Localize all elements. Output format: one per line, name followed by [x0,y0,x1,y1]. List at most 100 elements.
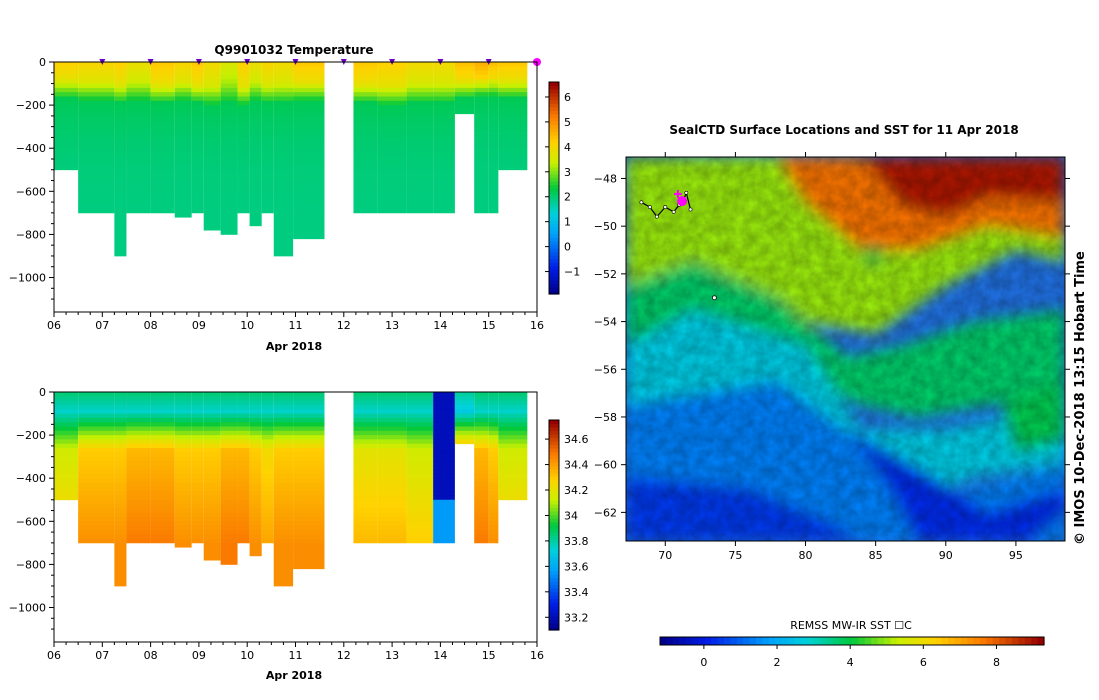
salinity-cell [377,478,407,483]
salinity-cell [474,512,489,518]
salinity-cell [114,439,127,445]
temperature-cell [433,62,455,67]
temperature-cell [261,126,274,132]
salinity-cell [488,529,499,535]
colorbar-swatch [666,637,674,645]
colorbar-swatch [549,173,559,178]
seal-track-point [639,200,644,205]
temperature-cell [293,109,325,115]
temperature-cell [150,92,175,97]
temperature-cell [353,87,378,93]
temperature-cell [54,143,79,149]
sst-colorbar-title: REMSS MW-IR SST ☐C [790,619,912,632]
salinity-cell [474,517,489,522]
colorbar-swatch [749,637,757,645]
temperature-cell [191,130,204,136]
temperature-cell [261,204,274,209]
salinity-cell [293,529,325,535]
salinity-cell [203,529,221,535]
temperature-cell [488,66,499,72]
salinity-cell [498,443,528,449]
colorbar-swatch [549,619,559,624]
y-tick-label: −200 [16,99,46,112]
salinity-cell [150,448,175,453]
salinity-cell [433,482,455,488]
temperature-cell [126,66,151,72]
salinity-cell [203,409,221,414]
temperature-cell [150,113,175,119]
colorbar-swatch [549,462,559,467]
salinity-cell [454,417,475,423]
salinity-cell [488,465,499,470]
temperature-cell [406,199,434,205]
salinity-cell [237,538,250,544]
temperature-cell [433,161,455,166]
temperature-cell [273,251,294,257]
temperature-cell [353,143,378,149]
salinity-cell [220,413,238,419]
temperature-cell [353,79,378,84]
temperature-cell [377,74,407,80]
salinity-cell [474,538,489,544]
temperature-cell [261,135,274,140]
temperature-cell [293,100,325,106]
salinity-cell [353,504,378,509]
salinity-cell [150,392,175,397]
colorbar-frame [548,81,560,295]
colorbar-swatch [717,637,725,645]
temperature-cell [220,148,238,153]
temperature-cell [114,100,127,106]
salinity-cell [406,499,434,505]
colorbar-swatch [549,283,559,288]
temperature-cell [433,113,455,119]
sst-map-panel: SealCTD Surface Locations and SST for 11… [594,123,1070,669]
salinity-cell [377,400,407,406]
salinity-cell [273,538,294,544]
seal-track-point [654,214,659,219]
temperature-cell [114,195,127,201]
salinity-cell [237,443,250,449]
temperature-cell [261,109,274,115]
salinity-cell [237,417,250,423]
temperature-cell [273,126,294,132]
salinity-cell [249,413,262,419]
salinity-cell [174,460,192,466]
salinity-cell [498,448,528,453]
temperature-cell [54,165,79,171]
salinity-cell [114,486,127,492]
temperature-cell [249,100,262,106]
temperature-cell [126,96,151,102]
temperature-cell [293,195,325,201]
salinity-cell [78,452,115,458]
colorbar-swatch [549,265,559,270]
salinity-cell [273,460,294,466]
salinity-cell [498,486,528,492]
temperature-cell [273,225,294,231]
temperature-cell [377,165,407,171]
salinity-cell [433,400,455,406]
salinity-cell [126,491,151,496]
temperature-cell [191,187,204,192]
temperature-cell [488,87,499,93]
salinity-cell [498,404,528,410]
salinity-cell [126,435,151,440]
temperature-cell [114,156,127,162]
temperature-cell [126,139,151,145]
salinity-cell [498,396,528,402]
temperature-cell [220,135,238,140]
colorbar-swatch [954,637,962,645]
salinity-cell [237,439,250,445]
salinity-cell [203,525,221,531]
salinity-cell [174,456,192,462]
colorbar-tick-label: 34.6 [564,433,589,446]
colorbar-tick-label: 34.4 [564,459,589,472]
temperature-cell [433,143,455,149]
salinity-cell [237,482,250,488]
temperature-cell [273,96,294,102]
salinity-cell [191,417,204,423]
temperature-cell [203,204,221,209]
salinity-cell [433,396,455,402]
temperature-cell [191,87,204,93]
colorbar-swatch [549,233,559,239]
salinity-cell [406,465,434,470]
